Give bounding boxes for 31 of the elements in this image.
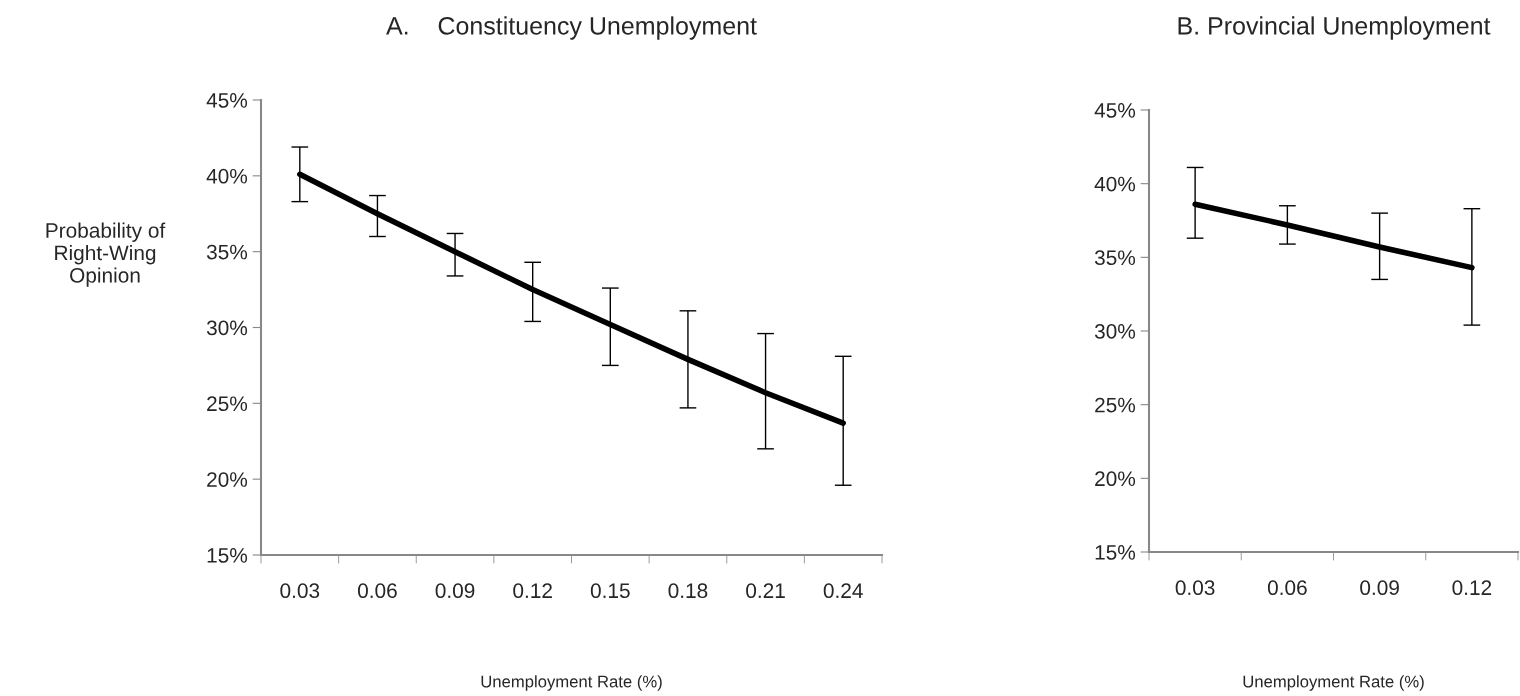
y-tick-label: 45% <box>1094 103 1136 118</box>
x-tick-label: 0.06 <box>357 583 397 599</box>
y-tick-label: 20% <box>207 472 248 487</box>
y-tick-label: 15% <box>207 548 248 563</box>
x-tick-label: 0.09 <box>1360 580 1399 596</box>
x-axis-title: Unemployment Rate (%) <box>481 675 662 691</box>
x-tick-label: 0.24 <box>823 583 863 599</box>
y-tick-label: 45% <box>206 93 248 108</box>
x-tick-label: 0.03 <box>280 583 320 599</box>
x-tick-label: 0.12 <box>513 583 552 599</box>
x-axis-title: Unemployment Rate (%) <box>1243 675 1424 691</box>
y-tick-label: 40% <box>206 168 248 184</box>
y-tick-label: 15% <box>1095 545 1136 560</box>
x-tick-label: 0.18 <box>668 583 708 599</box>
y-tick-label: 40% <box>1094 176 1136 192</box>
y-tick-label: 25% <box>207 396 248 412</box>
chart-title: A. Constituency Unemployment <box>386 16 757 40</box>
y-tick-label: 30% <box>1094 324 1136 339</box>
chart-title: B. Provincial Unemployment <box>1178 16 1491 40</box>
y-tick-label: 20% <box>1095 471 1136 487</box>
x-tick-label: 0.12 <box>1452 580 1492 596</box>
y-tick-label: 30% <box>206 320 248 336</box>
x-tick-label: 0.21 <box>746 583 785 599</box>
y-axis-title: Probability of Right-Wing Opinion <box>46 222 166 287</box>
x-tick-label: 0.09 <box>435 583 475 599</box>
y-tick-label: 35% <box>206 244 248 260</box>
x-tick-label: 0.03 <box>1175 580 1215 596</box>
x-tick-label: 0.06 <box>1267 580 1307 596</box>
y-tick-label: 25% <box>1095 397 1136 413</box>
x-tick-label: 0.15 <box>590 583 630 599</box>
y-tick-label: 35% <box>1094 250 1136 266</box>
